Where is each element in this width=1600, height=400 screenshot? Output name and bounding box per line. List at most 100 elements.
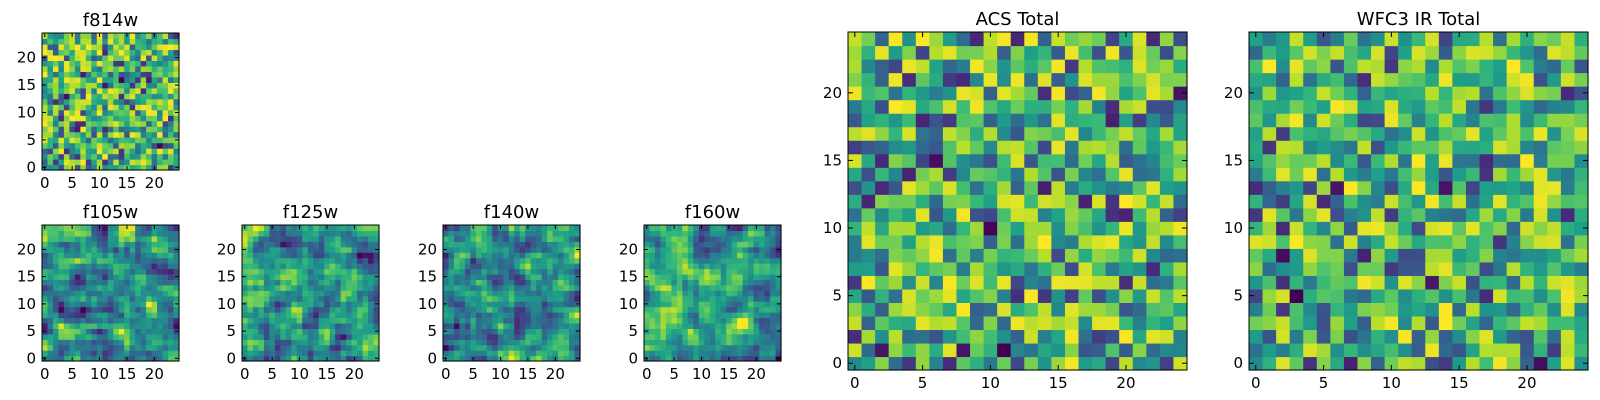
heatmap-cell [146, 328, 153, 335]
heatmap-cell [157, 142, 164, 149]
heatmap-cell [665, 306, 672, 313]
heatmap-cell [1078, 356, 1093, 371]
heatmap-cell [42, 290, 49, 297]
heatmap-cell [102, 279, 109, 286]
heatmap-cell [1547, 140, 1562, 155]
heatmap-cell [1276, 180, 1291, 195]
heatmap-cell [726, 301, 733, 308]
heatmap-cell [113, 284, 120, 291]
heatmap-cell [151, 153, 158, 160]
heatmap-cell [63, 355, 70, 362]
heatmap-cell [875, 140, 890, 155]
heatmap-cell [285, 257, 292, 264]
heatmap-cell [91, 33, 98, 40]
heatmap-cell [1289, 45, 1304, 60]
heatmap-cell [168, 87, 175, 94]
heatmap-cell [140, 126, 147, 133]
heatmap-cell [731, 322, 738, 329]
heatmap-cell [464, 230, 471, 237]
heatmap-cell [368, 225, 375, 232]
heatmap-cell [47, 295, 54, 302]
heatmap-cell [118, 268, 125, 275]
heatmap-cell [475, 333, 482, 340]
heatmap-cell [563, 290, 570, 297]
heatmap-cell [541, 235, 548, 242]
heatmap-cell [1411, 234, 1426, 249]
heatmap-cell [1560, 207, 1576, 222]
heatmap-cell [173, 235, 180, 242]
heatmap-cell [162, 257, 169, 264]
heatmap-cell [146, 225, 153, 232]
heatmap-cell [1533, 194, 1548, 209]
heatmap-cell [654, 273, 662, 280]
heatmap-cell [102, 98, 109, 105]
heatmap-cell [536, 284, 543, 291]
heatmap-cell [52, 43, 60, 51]
heatmap-cell [1438, 45, 1453, 60]
heatmap-cell [481, 312, 488, 319]
y-tick-label: 15 [17, 268, 36, 286]
heatmap-cell [63, 43, 70, 51]
heatmap-cell [140, 322, 147, 329]
x-tick-label: 20 [145, 365, 164, 383]
heatmap-cell [140, 148, 147, 155]
heatmap-cell [1105, 356, 1120, 371]
heatmap-cell [861, 99, 876, 114]
heatmap-cell [1547, 329, 1562, 344]
heatmap-cell [644, 284, 651, 291]
y-tick-label: 10 [823, 219, 842, 237]
heatmap-cell [274, 290, 281, 297]
heatmap-cell [135, 263, 142, 270]
heatmap-cell [1574, 153, 1589, 168]
heatmap-cell [291, 241, 298, 248]
heatmap-cell [58, 312, 65, 319]
heatmap-cell [80, 333, 87, 340]
heatmap-cell [1010, 288, 1025, 303]
heatmap-cell [558, 350, 565, 357]
heatmap-cell [146, 322, 153, 329]
heatmap-cell [1330, 356, 1345, 371]
heatmap-cell [162, 82, 169, 89]
x-tick-label: 5 [267, 365, 277, 383]
heatmap-cell [340, 306, 347, 313]
heatmap-cell [269, 235, 276, 242]
heatmap-cell [247, 312, 254, 319]
heatmap-cell [329, 235, 336, 242]
heatmap-cell [173, 148, 180, 155]
heatmap-cell [113, 126, 120, 133]
heatmap-cell [558, 268, 565, 275]
heatmap-cell [91, 235, 98, 242]
heatmap-cell [970, 99, 985, 114]
heatmap-cell [448, 301, 455, 308]
heatmap-cell [42, 93, 49, 100]
heatmap-cell [96, 115, 103, 122]
heatmap-cell [720, 225, 727, 232]
heatmap-cell [1438, 167, 1453, 182]
heatmap-cell [654, 344, 662, 351]
heatmap-cell [1037, 234, 1052, 249]
heatmap-cell [726, 263, 733, 270]
heatmap-cell [514, 290, 521, 297]
heatmap-cell [357, 333, 364, 340]
axes-frame [643, 224, 782, 362]
heatmap-cell [102, 312, 109, 319]
heatmap-cell [687, 333, 694, 340]
heatmap-cell [129, 131, 136, 138]
heatmap-cell [770, 225, 777, 232]
heatmap-cell [373, 230, 380, 237]
heatmap-cell [875, 180, 890, 195]
heatmap-cell [85, 60, 92, 67]
heatmap-cell [102, 344, 109, 351]
y-tick-label: 15 [823, 151, 842, 169]
heatmap-cell [764, 235, 771, 242]
heatmap-cell [107, 82, 114, 89]
heatmap-cell [1398, 356, 1413, 371]
heatmap-cell [107, 98, 114, 105]
heatmap-cell [464, 344, 471, 351]
heatmap-cell [715, 284, 722, 291]
heatmap-cell [748, 328, 755, 335]
heatmap-cell [574, 257, 581, 264]
heatmap-cell [1249, 329, 1264, 344]
heatmap-cell [1132, 302, 1147, 317]
heatmap-cell [135, 339, 142, 346]
